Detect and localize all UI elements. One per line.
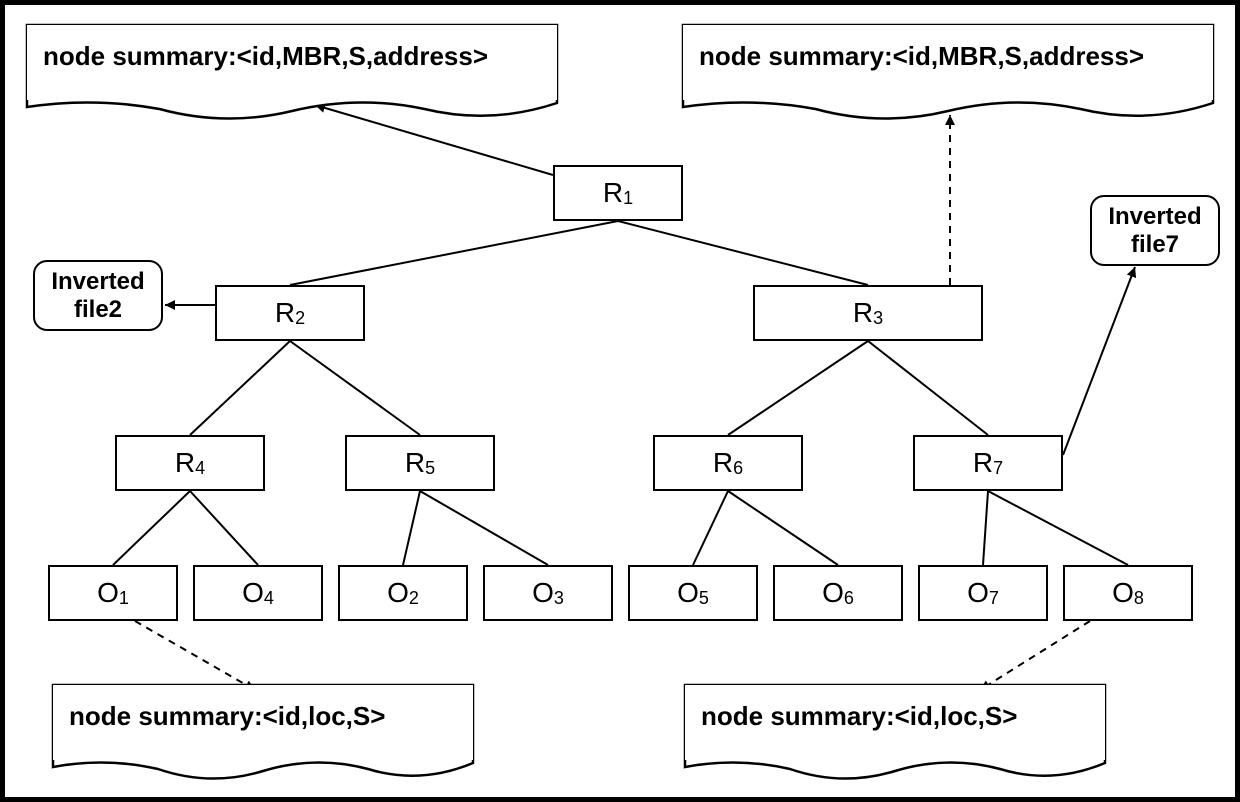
inverted-file7-box: Inverted file7 bbox=[1090, 195, 1220, 266]
summary-top-right: node summary:<id,MBR,S,address> bbox=[683, 25, 1213, 100]
annotation-arrow-4 bbox=[135, 621, 255, 690]
node-letter: O bbox=[387, 577, 409, 609]
edge-R7-O7 bbox=[983, 491, 988, 565]
edge-R1-R2 bbox=[290, 221, 618, 285]
node-letter: R bbox=[275, 297, 295, 329]
node-O1: O1 bbox=[48, 565, 178, 621]
edge-R3-R6 bbox=[728, 341, 868, 435]
node-R5: R5 bbox=[345, 435, 495, 491]
inverted-line1: Inverted bbox=[1108, 203, 1201, 230]
summary-bottom-left: node summary:<id,loc,S> bbox=[53, 685, 473, 760]
annotation-arrow-5 bbox=[980, 621, 1090, 690]
node-R3: R3 bbox=[753, 285, 983, 341]
node-letter: R bbox=[973, 447, 993, 479]
summary-text: node summary:<id,MBR,S,address> bbox=[43, 41, 488, 71]
inverted-line2: file7 bbox=[1131, 231, 1179, 258]
edge-R6-O6 bbox=[728, 491, 838, 565]
node-letter: R bbox=[405, 447, 425, 479]
edge-R1-R3 bbox=[618, 221, 868, 285]
summary-top-left: node summary:<id,MBR,S,address> bbox=[27, 25, 557, 100]
node-letter: O bbox=[1112, 577, 1134, 609]
edge-R2-R5 bbox=[290, 341, 420, 435]
node-subscript: 6 bbox=[844, 588, 854, 609]
node-subscript: 7 bbox=[989, 588, 999, 609]
node-letter: R bbox=[175, 447, 195, 479]
node-R4: R4 bbox=[115, 435, 265, 491]
summary-text: node summary:<id,loc,S> bbox=[69, 701, 385, 731]
node-letter: O bbox=[822, 577, 844, 609]
node-O4: O4 bbox=[193, 565, 323, 621]
inverted-line1: Inverted bbox=[51, 268, 144, 295]
node-letter: O bbox=[532, 577, 554, 609]
node-O6: O6 bbox=[773, 565, 903, 621]
node-subscript: 1 bbox=[623, 188, 633, 209]
edge-layer bbox=[5, 5, 1235, 797]
edge-R5-O3 bbox=[420, 491, 548, 565]
node-R6: R6 bbox=[653, 435, 803, 491]
node-O3: O3 bbox=[483, 565, 613, 621]
summary-text: node summary:<id,MBR,S,address> bbox=[699, 41, 1144, 71]
node-subscript: 5 bbox=[699, 588, 709, 609]
node-subscript: 6 bbox=[733, 458, 743, 479]
node-letter: O bbox=[967, 577, 989, 609]
node-subscript: 3 bbox=[554, 588, 564, 609]
inverted-line2: file2 bbox=[74, 296, 122, 323]
node-subscript: 1 bbox=[119, 588, 129, 609]
node-O8: O8 bbox=[1063, 565, 1193, 621]
annotation-arrow-0 bbox=[315, 105, 553, 175]
node-letter: R bbox=[713, 447, 733, 479]
node-letter: O bbox=[242, 577, 264, 609]
annotation-arrow-3 bbox=[1063, 267, 1135, 455]
node-subscript: 7 bbox=[993, 458, 1003, 479]
node-subscript: 4 bbox=[264, 588, 274, 609]
node-R2: R2 bbox=[215, 285, 365, 341]
node-O7: O7 bbox=[918, 565, 1048, 621]
edge-R4-O1 bbox=[113, 491, 190, 565]
node-letter: O bbox=[677, 577, 699, 609]
node-subscript: 5 bbox=[425, 458, 435, 479]
edge-R5-O2 bbox=[403, 491, 420, 565]
node-O5: O5 bbox=[628, 565, 758, 621]
node-subscript: 2 bbox=[409, 588, 419, 609]
node-letter: O bbox=[97, 577, 119, 609]
node-subscript: 8 bbox=[1134, 588, 1144, 609]
node-R1: R1 bbox=[553, 165, 683, 221]
node-letter: R bbox=[603, 177, 623, 209]
edge-R7-O8 bbox=[988, 491, 1128, 565]
node-R7: R7 bbox=[913, 435, 1063, 491]
edge-R2-R4 bbox=[190, 341, 290, 435]
node-letter: R bbox=[853, 297, 873, 329]
summary-bottom-right: node summary:<id,loc,S> bbox=[685, 685, 1105, 760]
edge-R6-O5 bbox=[693, 491, 728, 565]
edge-R3-R7 bbox=[868, 341, 988, 435]
edge-R4-O4 bbox=[190, 491, 258, 565]
node-O2: O2 bbox=[338, 565, 468, 621]
node-subscript: 2 bbox=[295, 308, 305, 329]
node-subscript: 4 bbox=[195, 458, 205, 479]
inverted-file2-box: Inverted file2 bbox=[33, 260, 163, 331]
summary-text: node summary:<id,loc,S> bbox=[701, 701, 1017, 731]
diagram-canvas: node summary:<id,MBR,S,address> node sum… bbox=[0, 0, 1240, 802]
node-subscript: 3 bbox=[873, 308, 883, 329]
